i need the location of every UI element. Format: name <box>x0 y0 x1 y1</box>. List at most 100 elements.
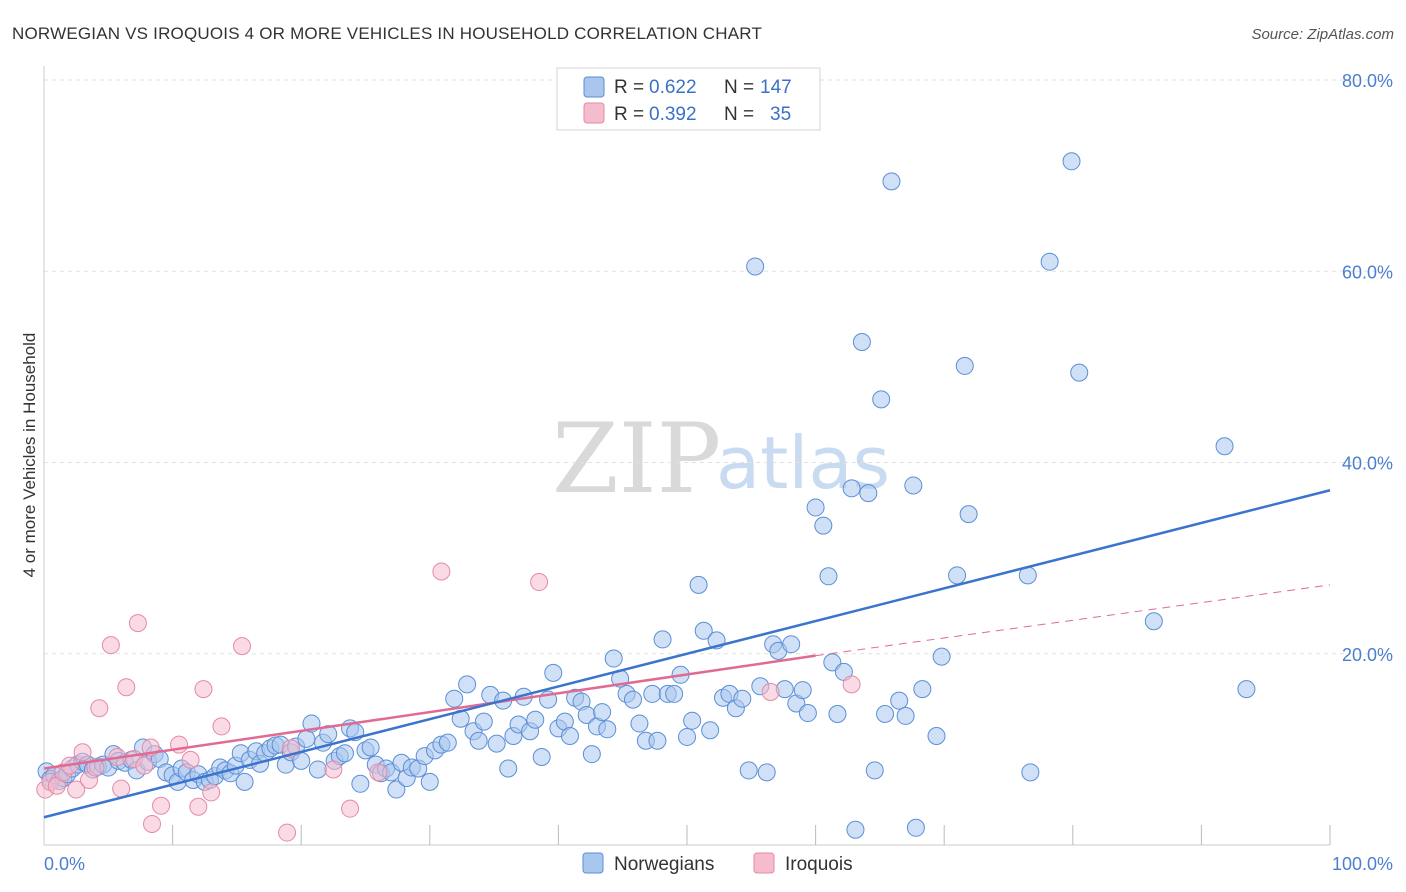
norwegians-point-115 <box>665 684 684 703</box>
norwegians-point-77 <box>445 689 464 708</box>
norwegians-point-150 <box>876 704 895 723</box>
y-tick-label-1: 40.0% <box>1342 454 1393 474</box>
iroquois-point-22 <box>189 797 208 816</box>
iroquois-point-35 <box>842 675 861 694</box>
norwegians-point-113 <box>653 630 672 649</box>
norwegians-point-166 <box>1070 363 1089 382</box>
norwegians-point-76 <box>438 733 457 752</box>
norwegians-point-151 <box>882 172 901 191</box>
norwegians-point-164 <box>1040 252 1059 271</box>
norwegians-point-128 <box>746 257 765 276</box>
norwegians-point-130 <box>757 763 776 782</box>
norwegians-point-79 <box>458 675 477 694</box>
iroquois-point-18 <box>143 814 162 833</box>
norwegians-point-168 <box>1215 437 1234 456</box>
iroquois-point-10 <box>101 636 120 655</box>
iroquois-point-33 <box>530 573 549 592</box>
norwegians-point-57 <box>335 744 354 763</box>
watermark-zip: ZIP <box>552 403 721 515</box>
x-tick-label-1: 100.0% <box>1332 854 1393 874</box>
norwegians-point-127 <box>739 761 758 780</box>
norwegians-point-149 <box>872 390 891 409</box>
norwegians-point-144 <box>842 479 861 498</box>
norwegians-point-103 <box>593 703 612 722</box>
legend-norwegians-swatch <box>582 852 604 874</box>
norwegians-point-169 <box>1237 680 1256 699</box>
stats-legend: R = 0.622 N = 147 R = 0.392 N = 35 <box>556 67 821 131</box>
norwegians-point-104 <box>598 720 617 739</box>
gridlines <box>44 79 1393 655</box>
norwegians-point-82 <box>474 712 493 731</box>
norwegians-point-146 <box>852 333 871 352</box>
norwegians-point-142 <box>828 704 847 723</box>
norwegians-point-101 <box>582 745 601 764</box>
axes <box>43 66 1331 846</box>
norwegians-swatch <box>583 76 605 98</box>
norwegians-point-155 <box>906 818 925 837</box>
norwegians-point-86 <box>499 759 518 778</box>
norwegians-point-165 <box>1062 152 1081 171</box>
iroquois-point-29 <box>324 760 343 779</box>
norwegians-point-148 <box>865 761 884 780</box>
norwegians-trend-line <box>43 489 1331 819</box>
norwegians-point-118 <box>683 711 702 730</box>
iroquois-point-27 <box>278 823 297 842</box>
norwegians-point-167 <box>1144 612 1163 631</box>
norwegians-point-109 <box>630 714 649 733</box>
norwegians-point-91 <box>526 710 545 729</box>
norwegians-point-50 <box>297 729 316 748</box>
norwegians-point-120 <box>694 621 713 640</box>
legend-iroquois-label: Iroquois <box>785 854 853 875</box>
x-tick-labels: 0.0% 100.0% <box>44 854 1393 874</box>
iroquois-points <box>36 562 861 842</box>
norwegians-point-134 <box>782 635 801 654</box>
norwegians-point-111 <box>643 684 662 703</box>
iroquois-swatch <box>583 102 605 124</box>
norwegians-point-81 <box>469 731 488 750</box>
norwegians-point-160 <box>955 356 974 375</box>
iroquois-r-value: 0.392 <box>649 104 697 125</box>
iroquois-point-9 <box>90 699 109 718</box>
norwegians-n-label: N = <box>724 77 754 98</box>
norwegians-point-153 <box>896 706 915 725</box>
iroquois-r-label: R = <box>614 104 644 125</box>
norwegians-point-126 <box>733 689 752 708</box>
iroquois-n-label: N = <box>724 104 754 125</box>
norwegians-point-163 <box>1021 763 1040 782</box>
norwegians-point-60 <box>351 774 370 793</box>
iroquois-point-16 <box>135 756 154 775</box>
norwegians-point-139 <box>814 516 833 535</box>
norwegians-r-value: 0.622 <box>649 77 697 98</box>
norwegians-point-147 <box>859 484 878 503</box>
norwegians-point-145 <box>846 820 865 839</box>
norwegians-point-161 <box>959 505 978 524</box>
iroquois-point-19 <box>152 796 171 815</box>
iroquois-point-34 <box>761 683 780 701</box>
norwegians-point-137 <box>798 704 817 723</box>
norwegians-point-62 <box>361 738 380 757</box>
norwegians-point-138 <box>806 498 825 517</box>
source-label: Source: ZipAtlas.com <box>1251 26 1394 43</box>
iroquois-point-6 <box>73 743 92 762</box>
y-tick-label-0: 20.0% <box>1342 645 1393 665</box>
iroquois-trend-extension <box>815 584 1331 657</box>
iroquois-point-32 <box>432 562 451 581</box>
norwegians-point-158 <box>932 647 951 666</box>
legend-norwegians-label: Norwegians <box>614 854 714 875</box>
norwegians-point-38 <box>235 772 254 791</box>
iroquois-point-30 <box>341 799 360 818</box>
norwegians-point-121 <box>701 721 720 740</box>
y-axis-label: 4 or more Vehicles in Household <box>20 333 39 578</box>
iroquois-point-26 <box>233 637 252 656</box>
norwegians-point-52 <box>308 760 327 779</box>
iroquois-point-12 <box>112 779 131 798</box>
y-tick-label-2: 60.0% <box>1342 262 1393 282</box>
iroquois-point-21 <box>181 750 200 769</box>
norwegians-point-140 <box>819 567 838 586</box>
norwegians-point-154 <box>904 476 923 495</box>
norwegians-point-92 <box>532 748 551 767</box>
norwegians-point-84 <box>487 734 506 753</box>
norwegians-point-156 <box>913 680 932 699</box>
iroquois-point-23 <box>194 680 213 699</box>
y-tick-labels: 20.0% 40.0% 60.0% 80.0% <box>1342 71 1393 665</box>
